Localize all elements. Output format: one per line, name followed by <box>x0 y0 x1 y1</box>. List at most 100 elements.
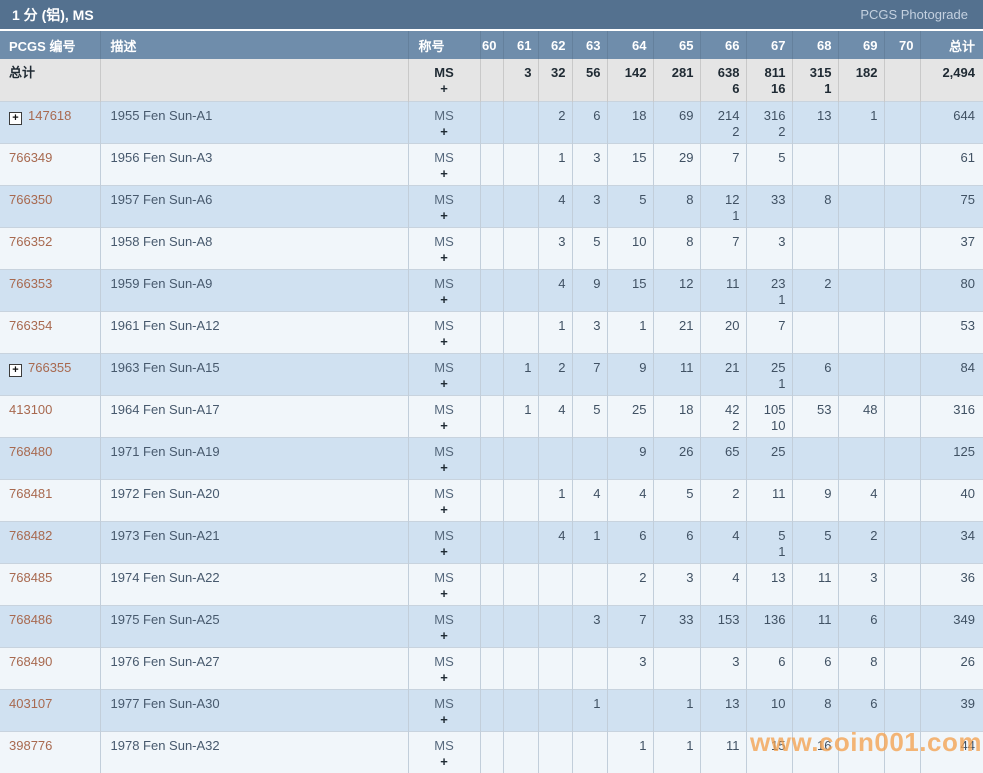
pcgs-number-link[interactable]: 768482 <box>9 527 53 543</box>
grade-cell-63: 5 <box>571 395 607 437</box>
pcgs-cell: 766352 <box>0 227 100 269</box>
grade-count: 3 <box>593 611 601 627</box>
designation-plus-label: + <box>440 459 448 475</box>
grade-cell-70 <box>883 605 920 647</box>
pcgs-cell: 768490 <box>0 647 100 689</box>
designation-cell: MS + <box>407 395 480 437</box>
grade-cell-60 <box>479 353 503 395</box>
pcgs-number-link[interactable]: 766355 <box>28 359 72 375</box>
grade-count: 11 <box>680 359 694 375</box>
grade-cell-66: 12 1 <box>699 185 746 227</box>
pcgs-number-link[interactable]: 768486 <box>9 611 53 627</box>
grade-cell-64: 1 <box>606 311 653 353</box>
grade-cell-60 <box>479 563 503 605</box>
grade-count: 21 <box>725 359 740 375</box>
grade-cell-69: 48 <box>837 395 884 437</box>
pcgs-number-link[interactable]: 413100 <box>9 401 53 417</box>
grade-count: 8 <box>686 233 694 249</box>
table-row: 766354 1961 Fen Sun-A12 MS +1 3 1 21 20 7 53 <box>0 311 983 353</box>
grade-plus-count: 10 <box>771 417 786 433</box>
grade-count: 12 <box>679 275 694 291</box>
designation-plus-label: + <box>440 543 448 559</box>
grade-count: 1 <box>558 317 566 333</box>
grade-cell-64: 7 <box>606 605 653 647</box>
pcgs-number-link[interactable]: 147618 <box>28 107 72 123</box>
grade-cell-63: 3 <box>571 311 607 353</box>
grade-plus-count: 2 <box>778 123 786 139</box>
grade-count: 15 <box>632 275 647 291</box>
grade-count: 18 <box>679 401 694 417</box>
grade-cell-70 <box>883 353 920 395</box>
grade-count: 3 <box>593 191 601 207</box>
column-header-g67: 67 <box>745 31 792 59</box>
pcgs-cell: 766349 <box>0 143 100 185</box>
row-total-cell: 84 <box>919 353 983 395</box>
pcgs-number-link[interactable]: 766354 <box>9 317 53 333</box>
grade-cell-66: 11 <box>699 269 746 311</box>
grade-cell-62: 1 <box>537 143 572 185</box>
grade-cell-65: 1 <box>652 731 700 773</box>
grade-count: 3 <box>778 233 786 249</box>
pcgs-number-link[interactable]: 403107 <box>9 695 53 711</box>
row-total-cell: 36 <box>919 563 983 605</box>
pcgs-number-link[interactable]: 766353 <box>9 275 53 291</box>
grade-cell-63 <box>571 563 607 605</box>
designation-ms-label: MS <box>434 107 454 123</box>
grade-cell-69 <box>837 143 884 185</box>
column-header-g66: 66 <box>699 31 746 59</box>
table-row: 403107 1977 Fen Sun-A30 MS +1 1 13 10 8 6 39 <box>0 689 983 731</box>
grade-count: 1 <box>558 485 566 501</box>
grade-cell-63: 9 <box>571 269 607 311</box>
designation-cell: MS + <box>407 563 480 605</box>
expand-plus-icon[interactable]: + <box>9 363 22 377</box>
grade-cell-66: 153 <box>699 605 746 647</box>
photograde-link[interactable]: PCGS Photograde <box>860 7 968 22</box>
description-cell: 1971 Fen Sun-A19 <box>99 437 408 479</box>
grade-count: 25 <box>771 443 786 459</box>
page-title: 1 分 (铝), MS <box>12 6 94 23</box>
grade-cell-64: 142 <box>606 59 653 101</box>
pcgs-number-link[interactable]: 766350 <box>9 191 53 207</box>
pcgs-number-link[interactable]: 398776 <box>9 737 53 753</box>
column-header-designation: 称号 <box>407 31 480 59</box>
grade-cell-70 <box>883 731 920 773</box>
grade-count: 29 <box>679 149 694 165</box>
pcgs-number-link[interactable]: 768485 <box>9 569 53 585</box>
row-total-cell: 125 <box>919 437 983 479</box>
row-total-cell: 75 <box>919 185 983 227</box>
grade-count: 10 <box>632 233 647 249</box>
grade-cell-63 <box>571 731 607 773</box>
row-total-cell: 644 <box>919 101 983 143</box>
designation-cell: MS + <box>407 521 480 563</box>
pcgs-number-link[interactable]: 766352 <box>9 233 53 249</box>
grade-count: 182 <box>855 65 878 80</box>
description-cell: 1964 Fen Sun-A17 <box>99 395 408 437</box>
grade-cell-70 <box>883 689 920 731</box>
pcgs-number-link[interactable]: 768481 <box>9 485 53 501</box>
row-total-cell: 349 <box>919 605 983 647</box>
designation-plus-label: + <box>440 417 448 433</box>
designation-ms-label: MS <box>434 65 454 80</box>
expand-plus-icon[interactable]: + <box>9 111 22 125</box>
pcgs-cell: 768481 <box>0 479 100 521</box>
grade-cell-65: 11 <box>652 353 700 395</box>
grade-cell-63: 3 <box>571 605 607 647</box>
grade-cell-64: 9 <box>606 353 653 395</box>
grade-plus-count: 1 <box>778 543 786 559</box>
grade-count: 3 <box>593 317 601 333</box>
grade-cell-68: 2 <box>791 269 838 311</box>
row-total-cell: 80 <box>919 269 983 311</box>
pcgs-number-link[interactable]: 766349 <box>9 149 53 165</box>
grade-cell-70 <box>883 395 920 437</box>
grade-cell-64: 15 <box>606 143 653 185</box>
grade-cell-60 <box>479 59 503 101</box>
grade-cell-60 <box>479 479 503 521</box>
grade-cell-61 <box>502 311 538 353</box>
column-header-g61: 61 <box>502 31 538 59</box>
table-row: 768486 1975 Fen Sun-A25 MS +3 7 33 153 136 11 6 34… <box>0 605 983 647</box>
pcgs-number-link[interactable]: 768490 <box>9 653 53 669</box>
designation-cell: MS + <box>407 689 480 731</box>
grade-cell-68: 6 <box>791 353 838 395</box>
designation-cell: MS + <box>407 605 480 647</box>
pcgs-number-link[interactable]: 768480 <box>9 443 53 459</box>
